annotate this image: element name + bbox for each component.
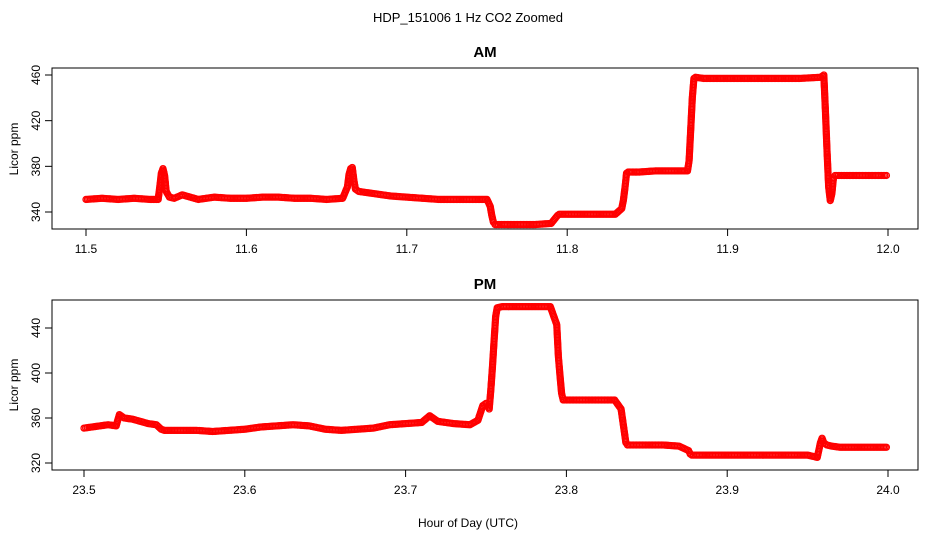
pm-y-tick-label: 440 xyxy=(29,318,43,338)
am-x-tick-label: 11.8 xyxy=(556,242,579,256)
pm-data-point xyxy=(882,443,891,451)
am-x-tick-label: 11.7 xyxy=(396,242,419,256)
pm-x-axis: 23.5 23.6 23.7 23.8 23.9 24.0 xyxy=(72,469,900,497)
pm-y-tick-label: 400 xyxy=(29,363,43,383)
pm-x-tick-label: 24.0 xyxy=(876,483,900,497)
am-plot-frame xyxy=(51,67,919,230)
am-panel-title: AM xyxy=(473,44,496,61)
am-y-tick-label: 340 xyxy=(29,202,43,222)
pm-y-tick-label: 320 xyxy=(29,453,43,473)
pm-x-tick-label: 23.8 xyxy=(555,483,579,497)
figure-title: HDP_151006 1 Hz CO2 Zoomed xyxy=(373,10,563,25)
am-data-points xyxy=(82,71,891,229)
am-y-tick-label: 420 xyxy=(29,110,43,130)
am-y-axis-label: Licor ppm xyxy=(7,123,21,176)
am-data-point xyxy=(882,171,891,180)
am-x-tick-label: 12.0 xyxy=(876,242,900,256)
x-axis-label: Hour of Day (UTC) xyxy=(418,516,518,530)
pm-x-tick-label: 23.5 xyxy=(72,483,96,497)
am-y-axis: 340 380 420 460 xyxy=(29,65,53,222)
am-y-tick-label: 460 xyxy=(29,65,43,85)
pm-panel-title: PM xyxy=(474,276,497,293)
pm-x-tick-label: 23.9 xyxy=(716,483,740,497)
pm-y-axis-label: Licor ppm xyxy=(7,359,21,412)
am-x-tick-label: 11.9 xyxy=(716,242,739,256)
pm-x-tick-label: 23.6 xyxy=(233,483,257,497)
am-panel: AM Licor ppm 11.5 11.6 11.7 11.8 11.9 12.0 34… xyxy=(7,44,919,256)
pm-data-points xyxy=(80,302,891,462)
am-x-axis: 11.5 11.6 11.7 11.8 11.9 12.0 xyxy=(75,228,900,256)
pm-y-axis: 320 360 400 440 xyxy=(29,318,53,473)
pm-plot-frame xyxy=(51,299,919,471)
pm-x-tick-label: 23.7 xyxy=(394,483,418,497)
am-y-tick-label: 380 xyxy=(29,156,43,176)
am-x-tick-label: 11.6 xyxy=(235,242,258,256)
pm-y-tick-label: 360 xyxy=(29,408,43,428)
pm-panel: PM Licor ppm 23.5 23.6 23.7 23.8 23.9 24.0 32… xyxy=(7,276,919,497)
am-x-tick-label: 11.5 xyxy=(75,242,98,256)
